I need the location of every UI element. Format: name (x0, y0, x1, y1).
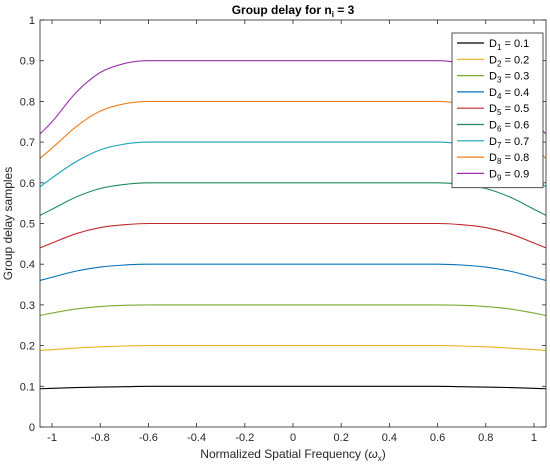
y-tick-label: 0.2 (20, 341, 35, 353)
legend: D1 = 0.1 D2 = 0.2 D3 = 0.3 D4 = 0.4 D5 = 0.5… (451, 32, 544, 189)
x-tick-label: 1 (531, 432, 537, 444)
legend-label-d7: D7 = 0.7 (489, 136, 529, 150)
x-tick-label: -1 (47, 432, 57, 444)
x-tick-label: -0.2 (235, 432, 254, 444)
x-tick-label: 0.8 (478, 432, 493, 444)
y-tick-label: 0.1 (20, 381, 35, 393)
legend-label-d9: D9 = 0.9 (489, 168, 529, 182)
series-line-d1 (40, 385, 546, 390)
legend-label-d2: D2 = 0.2 (489, 54, 529, 68)
series-line-d4 (40, 263, 546, 282)
x-tick-label: 0.6 (430, 432, 445, 444)
x-tick-label: 0 (290, 432, 296, 444)
legend-label-d8: D8 = 0.8 (489, 152, 529, 166)
legend-label-d4: D4 = 0.4 (489, 87, 529, 101)
x-tick-label: 0.2 (334, 432, 349, 444)
chart-title: Group delay for ni = 3 (232, 3, 355, 19)
y-tick-label: 0.3 (20, 300, 35, 312)
y-tick-label: 0.9 (20, 56, 35, 68)
x-tick-label: -0.4 (187, 432, 206, 444)
y-tick-label: 0.4 (20, 259, 35, 271)
series-line-d3 (40, 304, 546, 317)
series-line-d5 (40, 222, 546, 249)
y-tick-label: 0.7 (20, 137, 35, 149)
y-tick-label: 1 (29, 15, 35, 27)
x-tick-label: -0.8 (91, 432, 110, 444)
x-axis-label: Normalized Spatial Frequency (ωx) (200, 447, 385, 463)
legend-label-d6: D6 = 0.6 (489, 120, 529, 134)
legend-label-d5: D5 = 0.5 (489, 103, 529, 117)
legend-label-d1: D1 = 0.1 (489, 38, 529, 52)
y-axis-label: Group delay samples (1, 167, 15, 280)
x-tick-label: 0.4 (382, 432, 397, 444)
y-tick-label: 0.5 (20, 219, 35, 231)
legend-label-d3: D3 = 0.3 (489, 71, 529, 85)
y-tick-label: 0.8 (20, 96, 35, 108)
plot-area: -1 -0.8 -0.6 -0.4 -0.2 0 0.2 0.4 0.6 0.8 1 0 0.1 0.2 0… (20, 15, 547, 444)
y-tick-label: 0.6 (20, 178, 35, 190)
y-tick-label: 0 (29, 422, 35, 434)
x-tick-label: -0.6 (139, 432, 158, 444)
series-line-d6 (40, 182, 546, 216)
series-line-d2 (40, 345, 546, 352)
